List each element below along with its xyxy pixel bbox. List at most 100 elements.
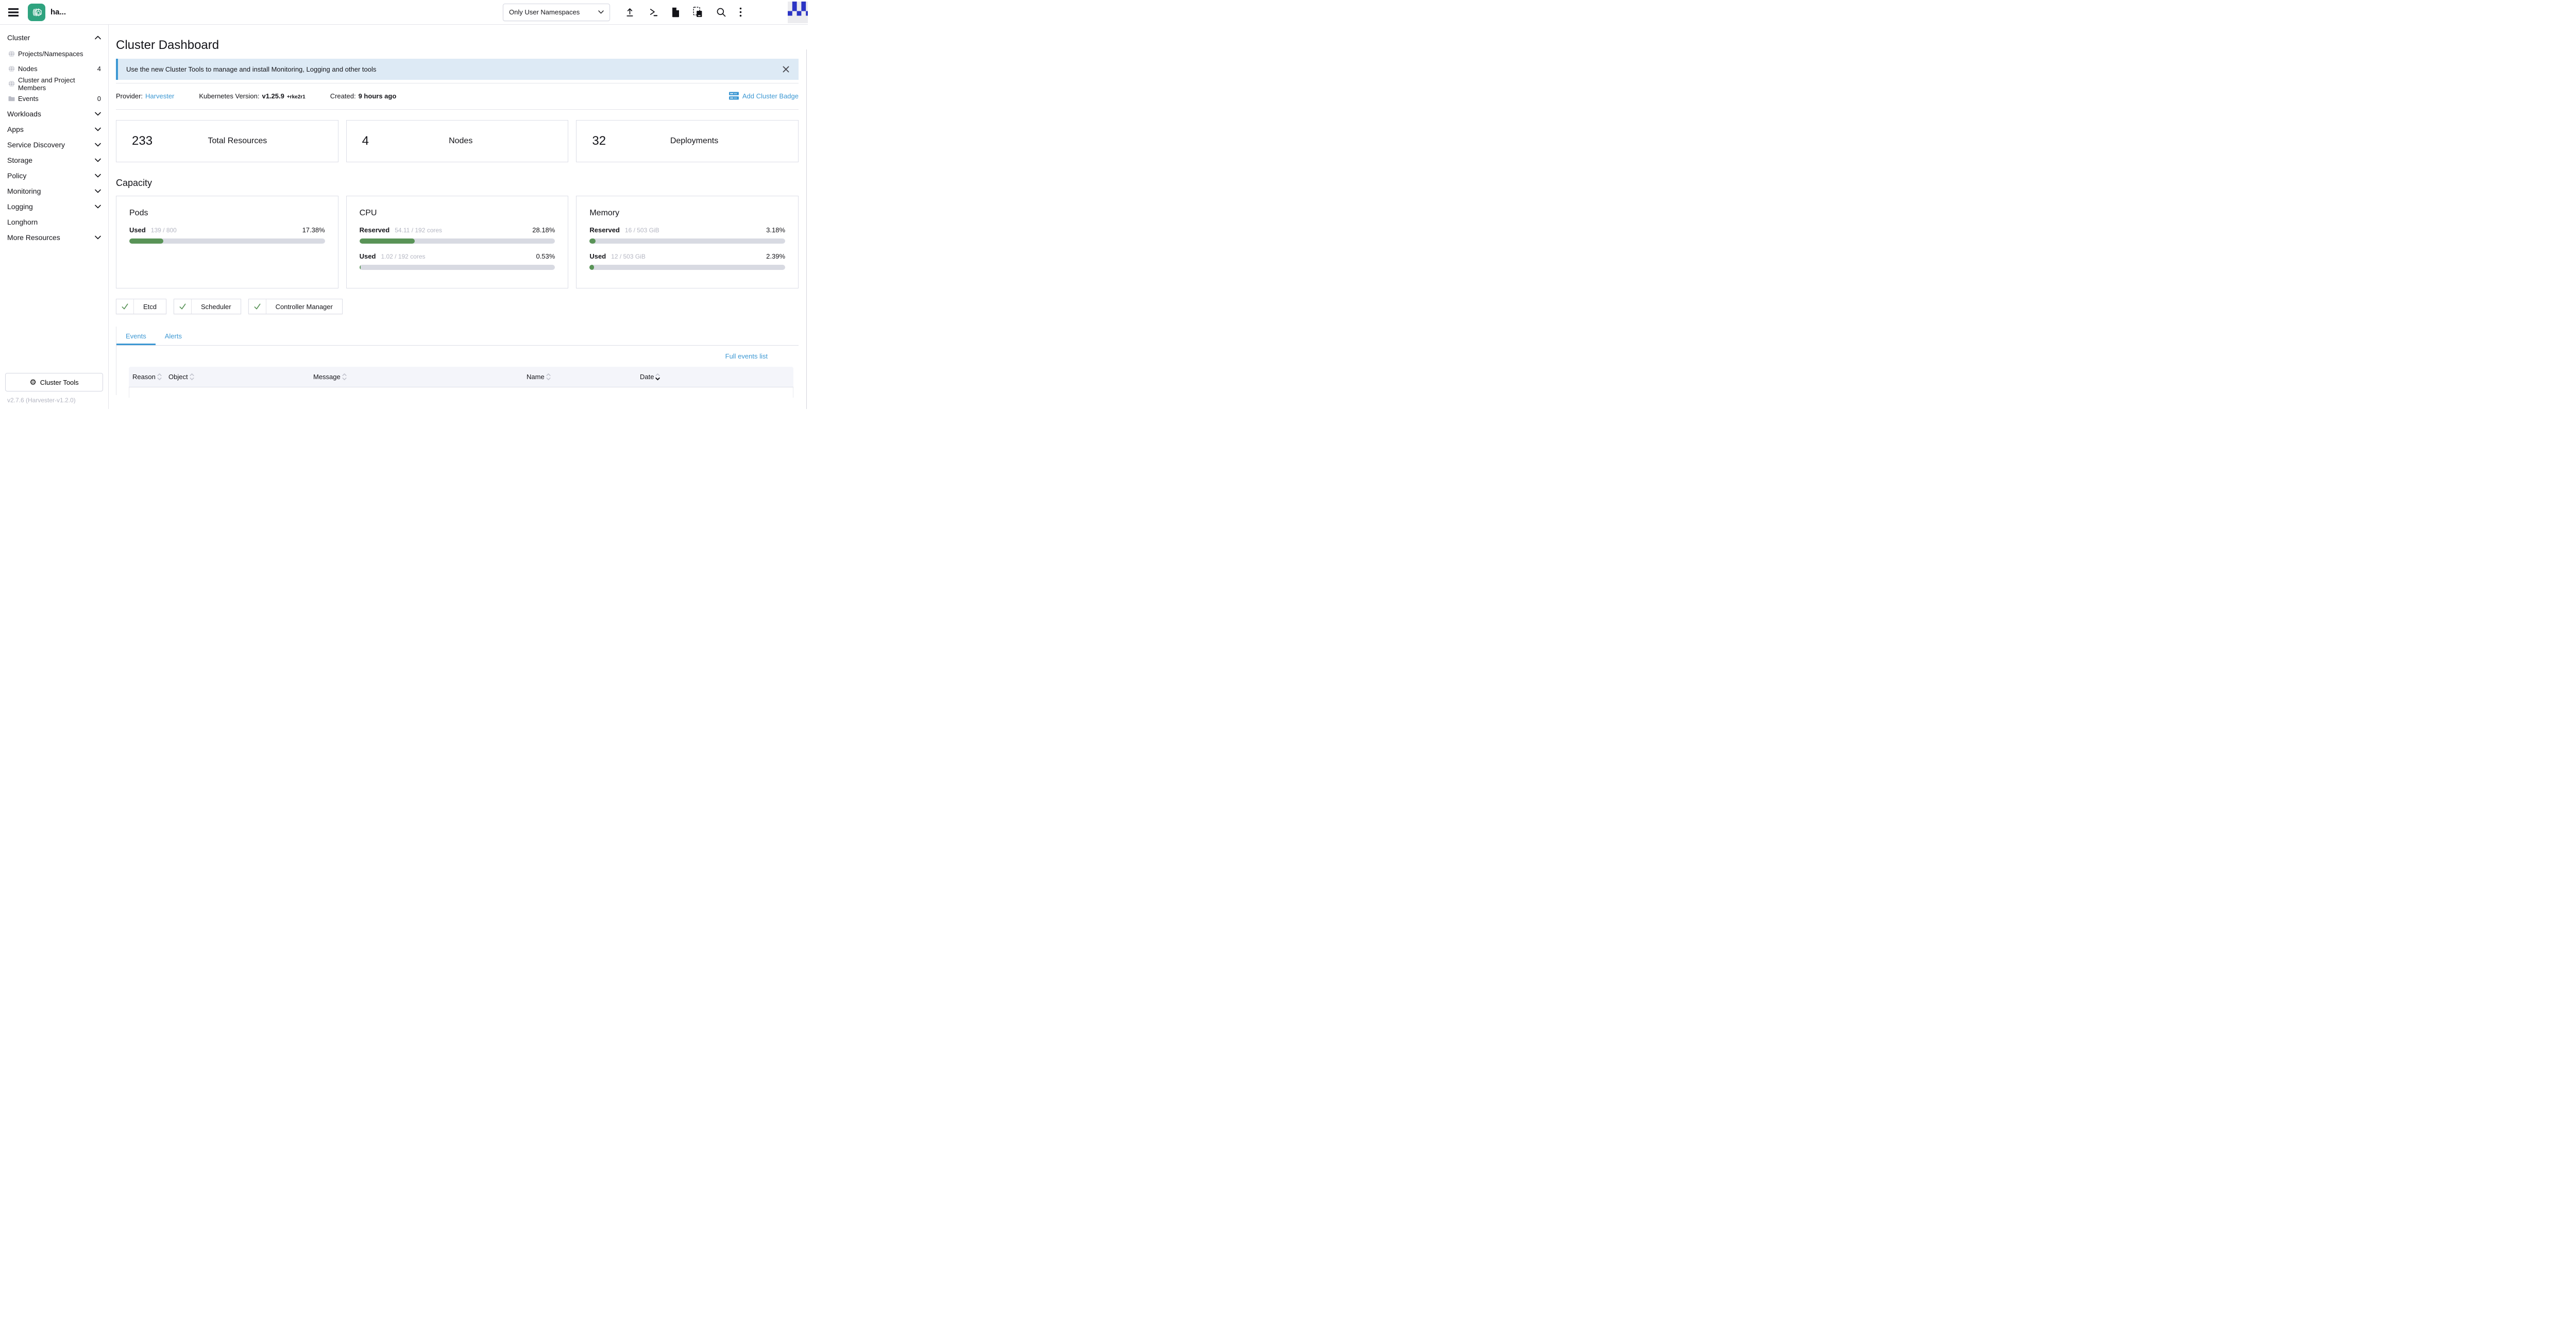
- shell-icon[interactable]: [641, 4, 665, 21]
- tabs-row: Events Alerts: [116, 327, 799, 346]
- chevron-down-icon: [95, 189, 101, 193]
- events-link-row: Full events list: [116, 346, 799, 360]
- capacity-card-cpu: CPU Reserved 54.11 / 192 cores 28.18% Us…: [346, 196, 569, 288]
- add-cluster-badge-link[interactable]: Add Cluster Badge: [729, 92, 799, 100]
- used-fraction: 1.02 / 192 cores: [381, 253, 425, 260]
- capacity-card-title: Pods: [129, 209, 325, 218]
- used-percent: 2.39%: [766, 252, 785, 260]
- scrollbar[interactable]: [806, 49, 808, 409]
- memory-used-progressbar: [589, 265, 785, 270]
- sidebar-item-label: Events: [18, 95, 39, 103]
- progress-fill: [360, 238, 415, 244]
- used-percent: 0.53%: [536, 252, 555, 260]
- reserved-percent: 3.18%: [766, 226, 785, 234]
- sidebar-section-cluster[interactable]: Cluster: [0, 29, 108, 46]
- full-events-list-link[interactable]: Full events list: [725, 352, 768, 360]
- status-chip-label: Controller Manager: [266, 299, 342, 314]
- close-icon[interactable]: [782, 65, 790, 74]
- sidebar-section-storage[interactable]: Storage: [0, 152, 108, 168]
- stat-label: Deployments: [606, 137, 783, 146]
- provider-link[interactable]: Harvester: [145, 92, 174, 100]
- tab-events[interactable]: Events: [116, 327, 156, 345]
- hamburger-menu-icon[interactable]: [6, 5, 21, 20]
- badge-icon: [729, 92, 739, 100]
- namespace-filter-value: Only User Namespaces: [509, 8, 580, 16]
- capacity-row: Pods Used 139 / 800 17.38% CPU Reserved …: [116, 196, 799, 288]
- divider: [116, 109, 799, 110]
- sidebar-section-monitoring[interactable]: Monitoring: [0, 183, 108, 199]
- sidebar-section-policy[interactable]: Policy: [0, 168, 108, 183]
- stat-value: 4: [362, 134, 369, 148]
- kubernetes-version-label: Kubernetes Version:: [199, 92, 259, 100]
- namespace-filter-dropdown[interactable]: Only User Namespaces: [503, 4, 610, 21]
- sidebar-section-label: Policy: [7, 172, 26, 180]
- sidebar-item-label: Projects/Namespaces: [18, 50, 83, 58]
- kubernetes-version-value: v1.25.9: [262, 92, 284, 100]
- stat-value: 32: [592, 134, 606, 148]
- reserved-fraction: 16 / 503 GiB: [625, 227, 659, 234]
- check-icon: [116, 299, 134, 314]
- sidebar-footer: ⚙ Cluster Tools v2.7.6 (Harvester-v1.2.0…: [0, 368, 108, 409]
- sort-icon: [190, 373, 194, 381]
- column-header-message[interactable]: Message: [313, 373, 527, 381]
- status-chip-label: Scheduler: [192, 299, 241, 314]
- gear-icon: ⚙: [29, 379, 36, 386]
- memory-used-line: Used 12 / 503 GiB 2.39%: [589, 252, 785, 260]
- sidebar-item-cluster-and-project-members[interactable]: Cluster and Project Members: [0, 76, 108, 91]
- sidebar-item-events[interactable]: Events 0: [0, 91, 108, 106]
- reserved-label: Reserved: [360, 226, 390, 234]
- column-header-date[interactable]: Date: [640, 373, 793, 381]
- column-header-name[interactable]: Name: [527, 373, 640, 381]
- cluster-meta-row: Provider: Harvester Kubernetes Version: …: [116, 83, 799, 109]
- sidebar-section-service-discovery[interactable]: Service Discovery: [0, 137, 108, 152]
- sidebar-section-longhorn[interactable]: Longhorn: [0, 214, 108, 230]
- kebab-menu-icon[interactable]: [733, 4, 749, 21]
- column-label: Name: [527, 373, 545, 381]
- sidebar-section-workloads[interactable]: Workloads: [0, 106, 108, 122]
- sidebar-section-logging[interactable]: Logging: [0, 199, 108, 214]
- column-label: Object: [168, 373, 188, 381]
- sidebar-item-nodes[interactable]: Nodes 4: [0, 61, 108, 76]
- column-header-object[interactable]: Object: [168, 373, 313, 381]
- capacity-card-pods: Pods Used 139 / 800 17.38%: [116, 196, 338, 288]
- tab-alerts[interactable]: Alerts: [156, 327, 191, 345]
- status-chip-scheduler: Scheduler: [174, 299, 241, 314]
- banner-text: Use the new Cluster Tools to manage and …: [126, 65, 376, 73]
- sidebar-section-apps[interactable]: Apps: [0, 122, 108, 137]
- cluster-tools-button[interactable]: ⚙ Cluster Tools: [5, 373, 103, 391]
- cluster-tools-label: Cluster Tools: [40, 379, 79, 386]
- used-percent: 17.38%: [302, 226, 325, 234]
- cluster-name-truncated[interactable]: ha...: [50, 8, 66, 16]
- search-icon[interactable]: [709, 4, 733, 21]
- file-icon[interactable]: [665, 4, 686, 21]
- sort-icon-descending: [655, 373, 660, 381]
- sidebar-section-label: Service Discovery: [7, 141, 65, 149]
- avatar[interactable]: [788, 2, 808, 23]
- column-label: Date: [640, 373, 654, 381]
- globe-icon: [8, 65, 15, 72]
- sidebar-item-projects-namespaces[interactable]: Projects/Namespaces: [0, 46, 108, 61]
- chevron-down-icon: [95, 127, 101, 131]
- globe-icon: [8, 80, 15, 87]
- folder-icon: [8, 96, 15, 101]
- check-icon: [249, 299, 266, 314]
- events-table-body: [129, 387, 793, 398]
- provider-meta: Provider: Harvester: [116, 92, 174, 100]
- harvester-logo[interactable]: [28, 4, 45, 21]
- column-label: Reason: [132, 373, 156, 381]
- upload-icon[interactable]: [618, 4, 641, 21]
- chevron-down-icon: [95, 235, 101, 240]
- sidebar-section-label: Apps: [7, 125, 24, 133]
- sort-icon: [157, 373, 162, 381]
- chevron-down-icon: [95, 112, 101, 116]
- cpu-reserved-line: Reserved 54.11 / 192 cores 28.18%: [360, 226, 555, 234]
- used-label: Used: [129, 226, 146, 234]
- cpu-used-line: Used 1.02 / 192 cores 0.53%: [360, 252, 555, 260]
- copy-icon[interactable]: [686, 4, 709, 21]
- sidebar-section-more-resources[interactable]: More Resources: [0, 230, 108, 245]
- sidebar-section-label: Workloads: [7, 110, 41, 118]
- chevron-down-icon: [598, 10, 604, 14]
- events-tab-box: Events Alerts Full events list Reason Ob…: [116, 327, 799, 395]
- column-header-reason[interactable]: Reason: [129, 373, 168, 381]
- created-value: 9 hours ago: [359, 92, 397, 100]
